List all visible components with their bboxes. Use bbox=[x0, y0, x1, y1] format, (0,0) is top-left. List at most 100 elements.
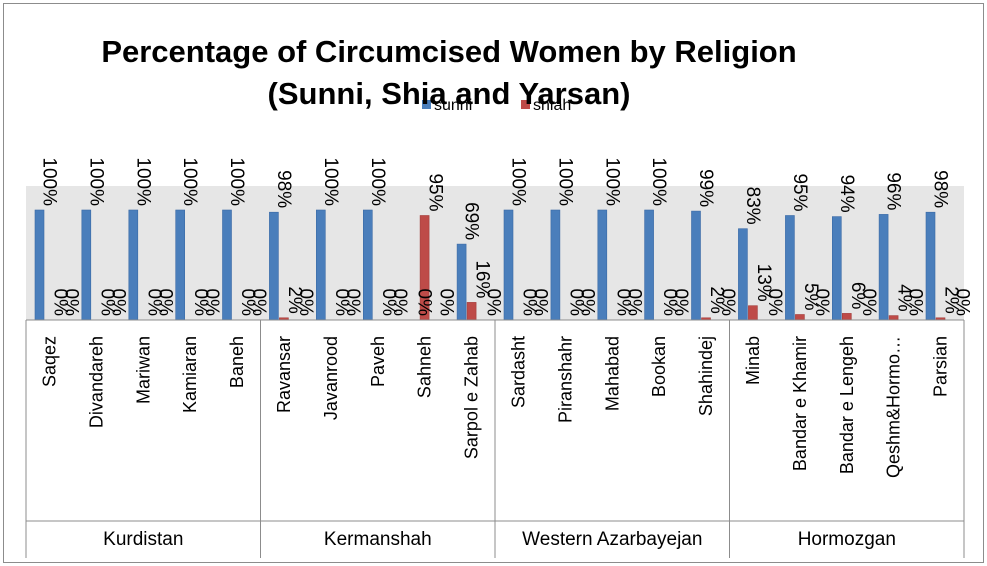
category-label-8: Sahneh bbox=[415, 336, 435, 398]
data-label-shiah-8: 95% bbox=[425, 173, 446, 211]
category-label-14: Shahindej bbox=[696, 336, 716, 416]
bar-sunni-10 bbox=[503, 209, 514, 321]
data-label-shiah-0: 0% bbox=[50, 289, 71, 317]
data-label-series2-19: 0% bbox=[952, 289, 973, 317]
category-label-0: Saqez bbox=[40, 336, 60, 387]
legend-swatch-sunni bbox=[422, 100, 431, 109]
bar-sunni-16 bbox=[785, 215, 795, 321]
data-label-series2-0: 0% bbox=[61, 289, 82, 317]
data-label-shiah-2: 0% bbox=[143, 289, 164, 317]
data-label-shiah-6: 0% bbox=[331, 289, 352, 317]
category-label-7: Paveh bbox=[368, 336, 388, 387]
bar-shiah-9 bbox=[466, 302, 477, 321]
data-label-sunni-17: 94% bbox=[836, 175, 857, 213]
category-label-11: Piranshahr bbox=[555, 336, 575, 423]
data-label-sunni-15: 83% bbox=[742, 187, 763, 225]
data-label-series2-17: 0% bbox=[858, 289, 879, 317]
data-label-series2-6: 0% bbox=[342, 289, 363, 317]
data-label-sunni-0: 100% bbox=[39, 157, 60, 206]
data-label-sunni-4: 100% bbox=[226, 157, 247, 206]
bar-sunni-12 bbox=[597, 209, 608, 321]
bar-sunni-0 bbox=[34, 209, 45, 321]
data-labels-layer: 100% 100% 100% 100% 100% 98% 100% 100% 0% 69% 100%… bbox=[39, 157, 973, 316]
data-label-sunni-14: 99% bbox=[695, 169, 716, 207]
data-label-sunni-19: 98% bbox=[930, 170, 951, 208]
bar-sunni-1 bbox=[81, 209, 92, 321]
chart-title-line-1: Percentage of Circumcised Women by Relig… bbox=[101, 34, 796, 69]
category-label-3: Kamiaran bbox=[180, 336, 200, 413]
group-label-3: Hormozgan bbox=[798, 529, 896, 550]
data-label-series2-11: 0% bbox=[576, 289, 597, 317]
bar-sunni-4 bbox=[222, 209, 232, 321]
data-label-sunni-13: 100% bbox=[648, 157, 669, 206]
data-label-series2-2: 0% bbox=[154, 289, 175, 317]
data-label-series2-13: 0% bbox=[670, 289, 691, 317]
data-label-shiah-11: 0% bbox=[565, 289, 586, 317]
legend: sunni shiah bbox=[422, 97, 571, 114]
bar-sunni-7 bbox=[362, 209, 373, 321]
data-label-shiah-9: 16% bbox=[472, 260, 493, 298]
bar-shiah-18 bbox=[888, 315, 899, 321]
data-label-series2-4: 0% bbox=[248, 289, 269, 317]
bar-shiah-16 bbox=[795, 314, 805, 321]
bar-sunni-14 bbox=[691, 210, 701, 321]
data-label-sunni-12: 100% bbox=[601, 157, 622, 206]
bar-sunni-19 bbox=[925, 211, 936, 321]
data-label-shiah-10: 0% bbox=[519, 289, 540, 317]
category-label-18: Qeshm&Hormo… bbox=[884, 336, 904, 478]
category-label-19: Parsian bbox=[931, 336, 951, 397]
category-label-12: Mahabad bbox=[602, 336, 622, 411]
data-label-sunni-1: 100% bbox=[85, 157, 106, 206]
bar-sunni-17 bbox=[831, 216, 842, 321]
data-label-series2-10: 0% bbox=[530, 289, 551, 317]
category-label-4: Baneh bbox=[227, 336, 247, 388]
axes-layer bbox=[25, 319, 965, 558]
group-labels-layer: Kurdistan Kermanshah Western Azarbayejan Ho… bbox=[103, 529, 896, 550]
data-label-series2-7: 0% bbox=[389, 289, 410, 317]
data-label-shiah-19: 2% bbox=[941, 286, 962, 314]
data-label-shiah-1: 0% bbox=[96, 289, 117, 317]
bar-sunni-11 bbox=[550, 209, 561, 321]
data-label-sunni-8: 0% bbox=[414, 289, 435, 317]
data-label-series2-9: 0% bbox=[483, 289, 504, 317]
bar-sunni-9 bbox=[456, 243, 467, 321]
group-label-0: Kurdistan bbox=[103, 529, 183, 550]
category-label-15: Minab bbox=[743, 336, 763, 385]
group-label-1: Kermanshah bbox=[324, 529, 432, 550]
bar-sunni-6 bbox=[315, 209, 326, 321]
data-label-shiah-15: 13% bbox=[753, 264, 774, 302]
data-label-series2-15: 0% bbox=[764, 289, 785, 317]
data-label-series2-12: 0% bbox=[623, 289, 644, 317]
category-labels-layer: Saqez Divandareh Mariwan Kamiaran Baneh Ravan… bbox=[40, 336, 951, 478]
data-label-sunni-2: 100% bbox=[132, 157, 153, 206]
data-label-shiah-14: 2% bbox=[706, 286, 727, 314]
bar-sunni-3 bbox=[175, 209, 185, 321]
data-label-series2-5: 0% bbox=[295, 289, 316, 317]
data-label-shiah-5: 2% bbox=[284, 286, 305, 314]
data-label-series2-8: 0% bbox=[436, 289, 457, 317]
category-label-2: Mariwan bbox=[133, 336, 153, 404]
category-label-1: Divandareh bbox=[86, 336, 106, 428]
data-label-shiah-16: 5% bbox=[800, 283, 821, 311]
bar-shiah-17 bbox=[841, 313, 852, 321]
data-label-series2-3: 0% bbox=[201, 289, 222, 317]
chart-title-line-2: (Sunni, Shia and Yarsan) bbox=[268, 76, 631, 111]
category-label-5: Ravansar bbox=[274, 336, 294, 413]
data-label-sunni-9: 69% bbox=[461, 202, 482, 240]
data-label-shiah-13: 0% bbox=[659, 289, 680, 317]
data-label-sunni-16: 95% bbox=[789, 173, 810, 211]
data-label-shiah-12: 0% bbox=[612, 289, 633, 317]
category-label-16: Bandar e Khamir bbox=[790, 336, 810, 471]
bar-sunni-5 bbox=[269, 211, 279, 321]
chart-frame: 100% 100% 100% 100% 100% 98% 100% 100% 0% 69% 100%… bbox=[3, 3, 984, 563]
category-label-13: Bookan bbox=[649, 336, 669, 397]
data-label-series2-1: 0% bbox=[107, 289, 128, 317]
legend-label-shiah: shiah bbox=[533, 97, 571, 114]
data-label-series2-14: 0% bbox=[717, 289, 738, 317]
data-label-series2-16: 0% bbox=[811, 289, 832, 317]
data-label-shiah-7: 0% bbox=[378, 289, 399, 317]
data-label-sunni-6: 100% bbox=[320, 157, 341, 206]
data-label-sunni-18: 96% bbox=[883, 172, 904, 210]
legend-label-sunni: sunni bbox=[434, 97, 472, 114]
bar-shiah-15 bbox=[748, 305, 758, 321]
